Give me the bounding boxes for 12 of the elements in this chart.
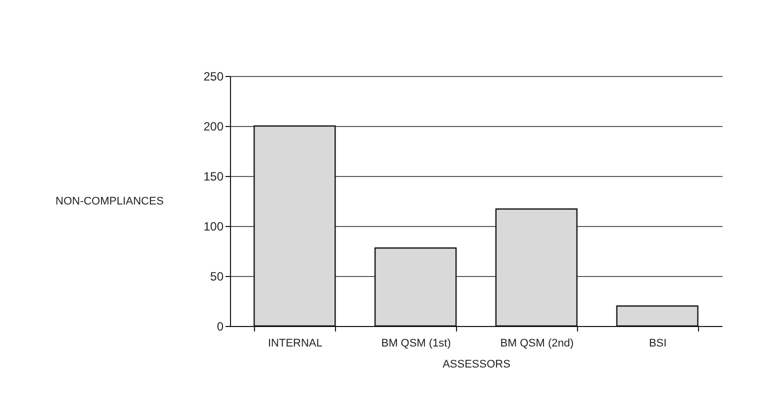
x-axis-title: ASSESSORS xyxy=(442,358,510,370)
y-tick-label: 0 xyxy=(216,320,224,334)
x-tick-label: INTERNAL xyxy=(268,338,322,350)
y-tick-label: 150 xyxy=(203,170,224,184)
x-tick-label: BSI xyxy=(648,338,667,350)
y-tick-label: 50 xyxy=(210,270,224,284)
y-tick-label: 200 xyxy=(203,120,224,134)
y-tick-label: 100 xyxy=(203,220,224,234)
y-axis-title: NON-COMPLIANCES xyxy=(56,196,164,208)
x-tick-label: BM QSM (1st) xyxy=(381,338,451,350)
y-tick-label: 250 xyxy=(203,70,224,84)
x-tick-label: BM QSM (2nd) xyxy=(500,338,574,350)
